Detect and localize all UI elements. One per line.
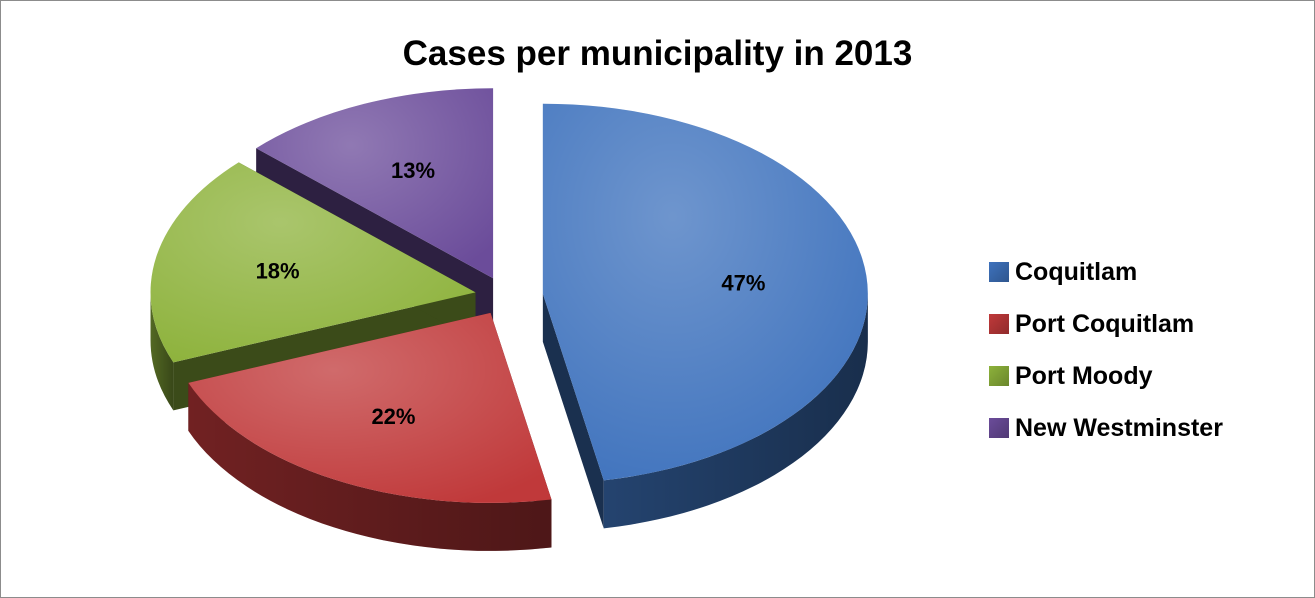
pie-slice-side-shade <box>603 293 868 529</box>
legend-item: Port Coquitlam <box>989 298 1223 350</box>
pie-slice-gloss <box>150 162 476 363</box>
legend-swatch <box>989 418 1009 438</box>
pie-slice-new-westminster <box>256 88 494 327</box>
legend-label: Coquitlam <box>1015 257 1138 286</box>
pie-slice-coquitlam <box>542 103 868 529</box>
chart-title: Cases per municipality in 2013 <box>402 34 913 73</box>
data-label-coquitlam: 47% <box>721 271 765 296</box>
pie-slice-wall <box>542 293 604 529</box>
legend-item: Coquitlam <box>989 246 1223 298</box>
legend-item: New Westminster <box>989 402 1223 454</box>
pie-slice-gloss <box>542 103 868 481</box>
legend-swatch <box>989 366 1009 386</box>
legend-label: Port Moody <box>1015 361 1153 390</box>
data-label-new-westminster: 13% <box>391 158 435 183</box>
legend-swatch <box>989 262 1009 282</box>
data-label-port-moody: 18% <box>256 258 300 283</box>
pie-slice-port-coquitlam <box>188 312 552 551</box>
legend: Coquitlam Port Coquitlam Port Moody New Wes… <box>989 246 1223 454</box>
pie-slice-side-shade <box>188 382 552 551</box>
legend-swatch <box>989 314 1009 334</box>
pie-slice-gloss <box>188 312 552 503</box>
data-label-port-coquitlam: 22% <box>371 404 415 429</box>
legend-label: New Westminster <box>1015 413 1223 442</box>
pie-slice-gloss <box>256 88 494 279</box>
pie-slice-side-shade <box>150 292 174 411</box>
legend-item: Port Moody <box>989 350 1223 402</box>
legend-label: Port Coquitlam <box>1015 309 1195 338</box>
